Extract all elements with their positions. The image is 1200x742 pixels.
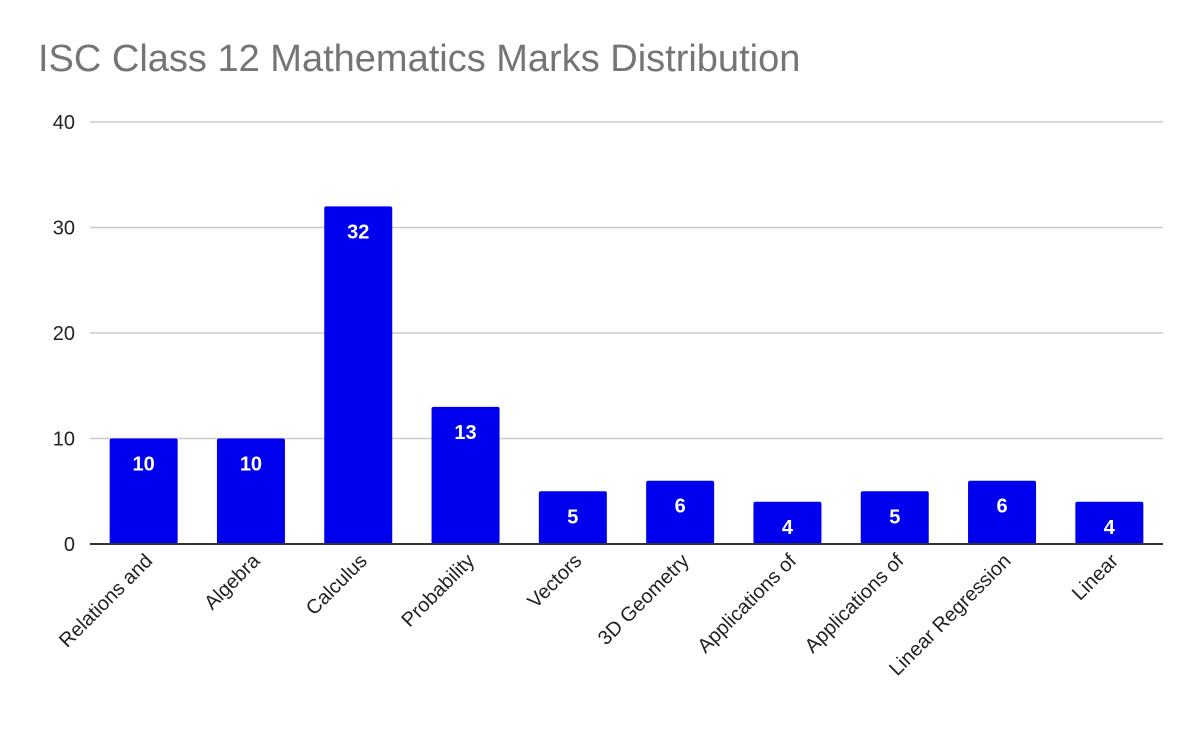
x-tick-label: Linear Regression — [885, 550, 1015, 680]
data-label: 5 — [567, 506, 578, 528]
chart-title: ISC Class 12 Mathematics Marks Distribut… — [38, 38, 801, 80]
bar — [324, 206, 393, 544]
bar — [431, 406, 500, 544]
x-tick-label: 3D Geometry — [594, 550, 694, 650]
bar — [968, 480, 1037, 544]
x-tick-label: Calculus — [302, 550, 372, 620]
bar — [860, 491, 929, 544]
x-tick-label: Vectors — [524, 550, 587, 613]
x-tick-label: Applications of — [693, 550, 801, 658]
x-axis-ticks: Relations and Algebra Calculus Probability V… — [55, 549, 1123, 680]
x-tick-label: Applications of — [801, 550, 909, 658]
x-tick-label: Relations and — [55, 550, 157, 652]
y-tick-label: 40 — [53, 112, 75, 134]
bar — [538, 491, 607, 544]
data-label: 4 — [1104, 517, 1116, 539]
y-tick-label: 30 — [53, 218, 75, 240]
data-label: 6 — [996, 496, 1007, 518]
bars — [109, 206, 1144, 544]
x-tick-label: Probability — [397, 550, 479, 632]
data-label: 13 — [454, 422, 476, 444]
y-tick-label: 0 — [64, 534, 75, 556]
data-label: 6 — [675, 496, 686, 518]
y-tick-label: 10 — [53, 429, 75, 451]
bar — [753, 501, 822, 544]
bar — [1075, 501, 1144, 544]
data-label: 4 — [782, 517, 794, 539]
bar — [646, 480, 715, 544]
data-label: 10 — [133, 454, 155, 476]
bar — [216, 438, 285, 544]
data-label: 10 — [240, 454, 262, 476]
bar — [109, 438, 178, 544]
data-labels: 10 10 32 13 5 6 4 5 6 4 — [133, 221, 1116, 538]
data-label: 5 — [889, 506, 900, 528]
x-tick-label: Linear — [1068, 550, 1123, 605]
y-tick-label: 20 — [53, 323, 75, 345]
y-axis-ticks: 0 10 20 30 40 — [53, 112, 75, 556]
x-tick-label: Algebra — [200, 549, 265, 614]
data-label: 32 — [347, 221, 369, 243]
gridlines — [90, 121, 1163, 440]
